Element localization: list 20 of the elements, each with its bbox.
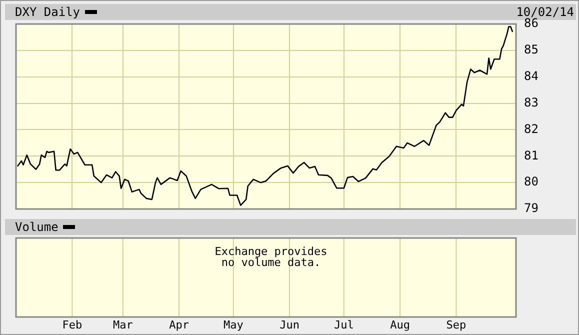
y-tick-label: 82 — [524, 122, 538, 136]
text: Sep — [446, 318, 466, 332]
y-tick-label: 79 — [524, 201, 538, 216]
y-tick-label: 84 — [524, 68, 538, 83]
legend-label: DXY Daily — [15, 5, 80, 19]
text: Exchange provides no volume data. — [214, 245, 328, 269]
text: Apr — [169, 318, 189, 332]
text: Jul — [334, 318, 354, 332]
y-tick-label: 81 — [524, 148, 538, 162]
y-tick-label: 80 — [524, 174, 538, 189]
text: Jun — [280, 318, 300, 332]
text: Volume — [15, 220, 58, 234]
y-tick-label: 83 — [524, 95, 538, 110]
text: Feb — [62, 318, 82, 332]
text: May — [223, 318, 244, 332]
text: 10/02/14 — [516, 4, 574, 19]
text: Mar — [112, 318, 133, 332]
y-tick-label: 86 — [524, 16, 538, 30]
y-tick-label: 85 — [524, 42, 538, 57]
text: Aug — [390, 318, 410, 332]
